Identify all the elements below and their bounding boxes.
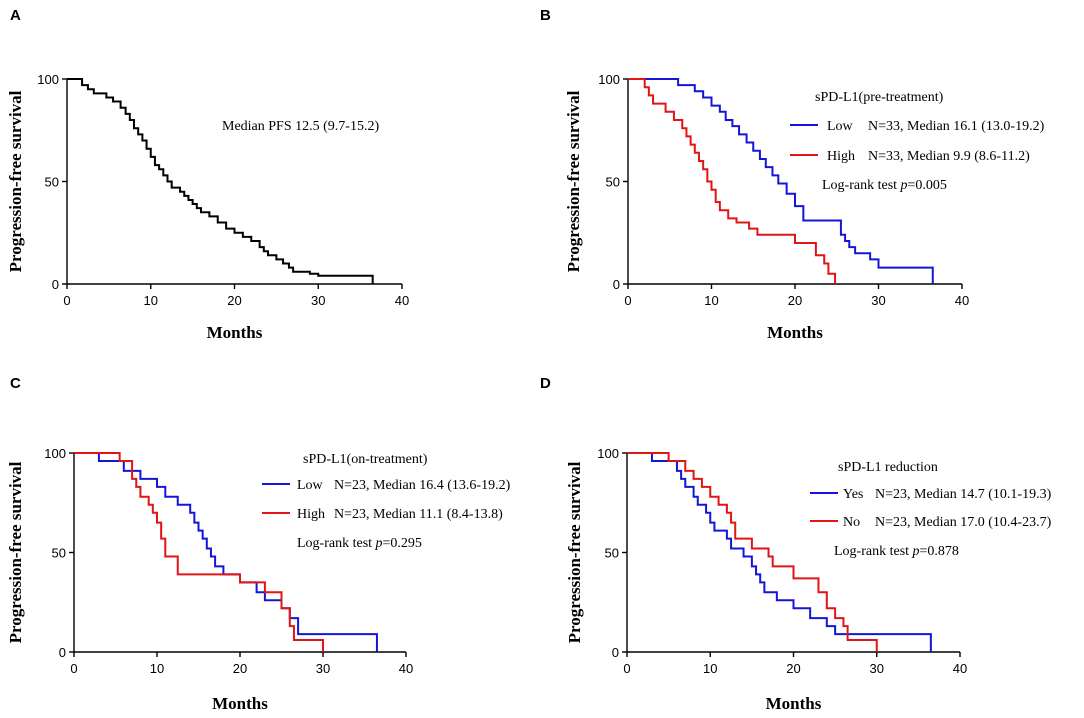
log-rank-p: p [900,178,908,193]
x-tick-label: 0 [70,661,77,676]
panel-c: C 0 10 20 30 40 0 50 100 Months Progression-free s… [6,375,511,713]
legend-name: High [297,507,325,522]
x-tick-label: 0 [63,293,70,308]
legend-label: N=23, Median 17.0 (10.4-23.7) [875,515,1052,530]
x-tick-label: 10 [703,661,717,676]
km-curve-low [74,452,378,652]
x-tick-label: 30 [316,661,330,676]
y-axis-label: Progression-free survival [6,90,25,272]
log-rank-p: p [375,536,383,551]
legend-label: N=33, Median 16.1 (13.0-19.2) [868,119,1045,134]
y-tick-label: 50 [605,546,619,561]
log-rank-p: p [912,544,920,559]
panel-letter: B [540,7,551,24]
x-tick-label: 40 [399,661,413,676]
y-axis-label: Progression-free survival [6,461,25,643]
panel-letter: D [540,375,551,392]
km-curve-high [74,452,324,652]
log-rank-value: =0.295 [383,536,422,551]
y-tick-label: 0 [52,277,59,292]
panel-d: D 0 10 20 30 40 0 50 100 Months Progression-free s… [540,375,1052,713]
legend-label: N=23, Median 14.7 (10.1-19.3) [875,487,1052,502]
x-tick-label: 30 [871,293,885,308]
panel-a: A 0 10 20 30 40 0 50 100 Months Progression-free s… [6,7,409,342]
y-tick-label: 0 [59,645,66,660]
panel-b: B 0 10 20 30 40 0 50 100 Months Progression-free s… [540,7,1045,342]
x-tick-label: 20 [227,293,241,308]
log-rank-prefix: Log-rank test [834,544,913,559]
km-curve-all-patients [67,78,374,284]
legend-name: High [827,149,855,164]
log-rank-stat: Log-rank test p=0.878 [834,544,959,559]
y-tick-label: 100 [598,72,620,87]
panel-letter: A [10,7,21,24]
log-rank-prefix: Log-rank test [297,536,376,551]
legend-title: sPD-L1(on-treatment) [303,452,428,467]
log-rank-stat: Log-rank test p=0.005 [822,178,947,193]
legend-name: Low [827,119,854,134]
y-tick-label: 50 [45,175,59,190]
x-axis-label: Months [766,694,822,713]
y-tick-label: 0 [613,277,620,292]
km-curve-low [628,78,934,284]
y-tick-label: 50 [52,546,66,561]
y-tick-label: 50 [606,175,620,190]
legend-name: Low [297,478,324,493]
x-axis-label: Months [767,323,823,342]
log-rank-stat: Log-rank test p=0.295 [297,536,422,551]
x-tick-label: 20 [786,661,800,676]
log-rank-value: =0.878 [920,544,959,559]
km-curve-high [628,78,837,284]
x-tick-label: 0 [624,293,631,308]
y-axis-label: Progression-free survival [565,461,584,643]
median-annotation: Median PFS 12.5 (9.7-15.2) [222,119,379,134]
legend-name: Yes [843,487,863,502]
legend-title: sPD-L1(pre-treatment) [815,90,944,105]
x-tick-label: 40 [953,661,967,676]
y-axis-label: Progression-free survival [564,90,583,272]
log-rank-value: =0.005 [908,178,947,193]
x-tick-label: 10 [704,293,718,308]
legend-label: N=23, Median 16.4 (13.6-19.2) [334,478,511,493]
y-tick-label: 0 [612,645,619,660]
km-curve-no [627,452,878,652]
y-tick-label: 100 [597,446,619,461]
x-tick-label: 10 [144,293,158,308]
x-tick-label: 30 [870,661,884,676]
x-tick-label: 0 [623,661,630,676]
x-tick-label: 20 [788,293,802,308]
y-tick-label: 100 [37,72,59,87]
panel-letter: C [10,375,21,392]
x-axis-label: Months [207,323,263,342]
legend-title: sPD-L1 reduction [838,460,938,475]
x-tick-label: 40 [955,293,969,308]
legend-label: N=23, Median 11.1 (8.4-13.8) [334,507,503,522]
log-rank-prefix: Log-rank test [822,178,901,193]
x-tick-label: 10 [150,661,164,676]
x-axis-label: Months [212,694,268,713]
km-curve-yes [627,452,932,652]
x-tick-label: 30 [311,293,325,308]
legend-name: No [843,515,860,530]
legend-label: N=33, Median 9.9 (8.6-11.2) [868,149,1030,164]
y-tick-label: 100 [44,446,66,461]
x-tick-label: 40 [395,293,409,308]
x-tick-label: 20 [233,661,247,676]
